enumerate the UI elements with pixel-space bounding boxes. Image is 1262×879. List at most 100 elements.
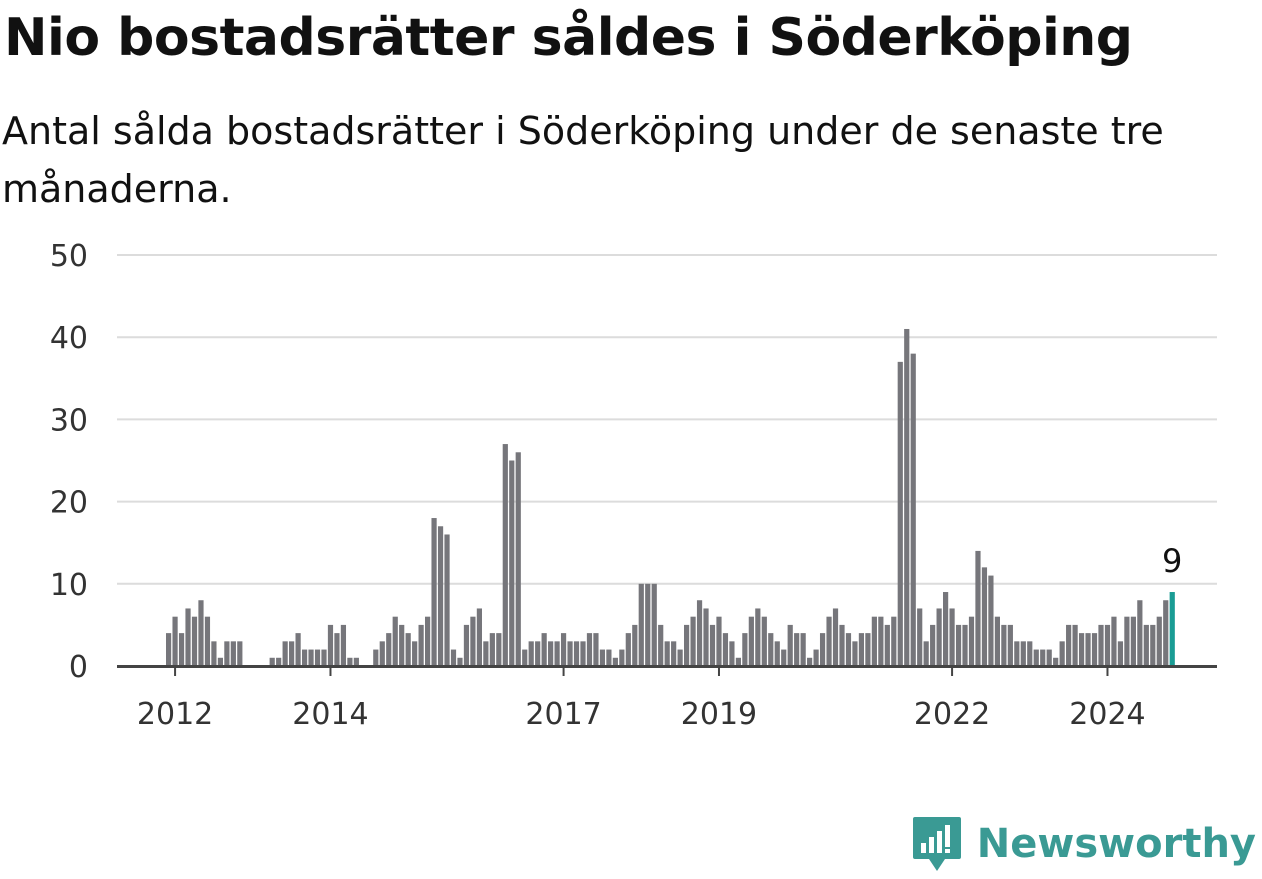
bar [813,649,819,666]
bar [1066,624,1072,666]
bar [819,633,826,666]
bar [1020,641,1026,666]
chart-title: Nio bostadsrätter såldes i Söderköping [4,8,1133,68]
bar [891,616,897,666]
bar [645,583,651,666]
bar [1117,641,1124,666]
bar [606,649,612,666]
bar [1091,633,1098,666]
bar [276,657,282,666]
bar [340,624,347,666]
bar [865,633,871,666]
bar [904,328,910,666]
bar [353,657,359,666]
bar [515,452,521,666]
bar [1027,641,1033,666]
bar [651,583,657,666]
bar [709,624,716,666]
bar [470,616,476,666]
bar [412,641,418,666]
x-tick-label: 2012 [137,697,213,732]
bar [282,641,288,666]
x-tick-label: 2017 [525,697,601,732]
bar [1078,633,1085,666]
bar [599,649,606,666]
bar [437,526,444,666]
bar [1040,649,1046,666]
bar [476,608,482,666]
bar [800,633,806,666]
bar [347,657,353,666]
y-tick-label: 50 [50,239,88,274]
bar [936,608,942,666]
bar [619,649,625,666]
bar [1007,624,1013,666]
bar [1059,641,1065,666]
brand-name: Newsworthy [976,821,1256,867]
bar [379,641,385,666]
bar [768,633,774,666]
bar [554,641,560,666]
bar [593,633,599,666]
bar [548,641,554,666]
bar [735,657,741,666]
bar [1033,649,1039,666]
bar [852,641,858,666]
bar [871,616,877,666]
bar [1104,624,1111,666]
bar [431,518,437,666]
bar [1053,657,1059,666]
bar [444,534,450,666]
bar [684,624,690,666]
bar [1156,616,1162,666]
bar [457,657,463,666]
bar [787,624,793,666]
bar [664,641,670,666]
y-tick-label: 10 [50,568,88,603]
bar [399,624,405,666]
bar [191,616,198,666]
bar [671,641,677,666]
bar [988,575,994,666]
bar [198,600,204,666]
bar [217,657,223,666]
bar [878,616,884,666]
bar [612,657,618,666]
bar [386,633,392,666]
bar [166,633,172,666]
x-tick-label: 2022 [914,697,990,732]
bar [204,616,211,666]
bar [703,608,709,666]
bar [930,624,936,666]
newsworthy-logo: Newsworthy [911,815,1256,873]
highlight-value-label: 9 [1162,542,1182,580]
bar [418,624,424,666]
bar [755,608,761,666]
bar [949,608,955,666]
bar [1137,600,1143,666]
x-tick-label: 2019 [681,697,757,732]
bar [334,633,340,666]
bar [729,641,735,666]
bar [586,633,593,666]
bar [463,624,470,666]
bar [826,616,832,666]
bar [807,657,813,666]
bar [327,624,334,666]
bar [580,641,586,666]
chart-subtitle: Antal sålda bostadsrätter i Söderköping … [2,109,1164,211]
bar [677,649,683,666]
bar [1072,624,1078,666]
bar [897,361,903,666]
bar [632,624,638,666]
bar [573,641,580,666]
bar [301,649,308,666]
bar [496,633,502,666]
bar [567,641,573,666]
x-tick-label: 2024 [1069,697,1145,732]
bar [392,616,398,666]
bar [975,550,981,666]
bar [1014,641,1020,666]
bar [658,624,664,666]
